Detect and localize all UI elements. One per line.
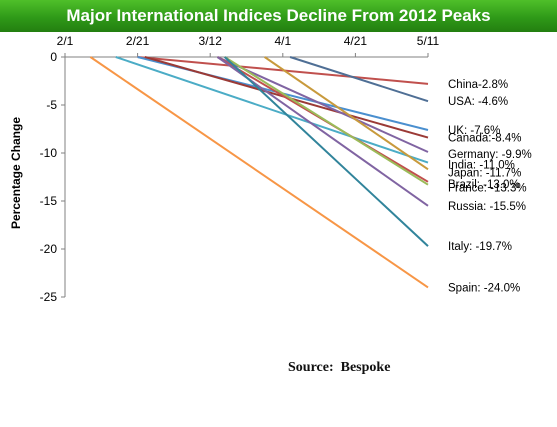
series-label-russia: Russia: -15.5% <box>448 201 526 213</box>
axes: 0 -5 -10 -15 -20 -25 2/1 2/21 3/12 4/1 4/21 5/11 <box>40 34 440 304</box>
series-label-germany: Germany: -9.9% <box>448 149 532 161</box>
series-label-spain: Spain: -24.0% <box>448 282 520 294</box>
x-tick-label: 2/1 <box>57 34 74 48</box>
series-line-germany <box>217 56 429 153</box>
series-label-france: France: -13.3% <box>448 183 527 195</box>
source-note: Source: Bespoke <box>288 360 390 376</box>
series-label-china: China-2.8% <box>448 79 508 91</box>
y-tick-label: 0 <box>50 50 57 64</box>
y-tick-label: -5 <box>46 98 57 112</box>
y-tick-label: -15 <box>40 194 58 208</box>
series-label-uk: UK: -7.6% <box>448 125 500 137</box>
series-label-italy: Italy: -19.7% <box>448 241 512 253</box>
series-label-japan: Japan: -11.7% <box>448 167 521 179</box>
series-line-japan <box>264 56 429 171</box>
series-line-france <box>224 56 429 186</box>
title-banner <box>0 0 557 32</box>
series-line-italy <box>224 56 429 247</box>
series-label-india: India: -11.0% <box>448 160 515 172</box>
y-tick-label: -25 <box>40 290 58 304</box>
series-label-canada: Canada:-8.4% <box>448 133 522 145</box>
y-tick-label: -10 <box>40 146 58 160</box>
x-tick-label: 2/21 <box>126 34 150 48</box>
chart-title: Major International Indices Decline From… <box>66 6 491 25</box>
x-tick-label: 4/1 <box>274 34 291 48</box>
source-prefix: Source: <box>288 360 334 375</box>
series-line-usa <box>289 56 429 103</box>
series-line-india <box>115 56 429 164</box>
series-line-spain <box>89 56 429 289</box>
y-tick-label: -20 <box>40 242 58 256</box>
source-gap <box>334 360 341 375</box>
series-lines <box>89 56 429 289</box>
series-label-usa: USA: -4.6% <box>448 96 508 108</box>
series-labels: China-2.8% USA: -4.6% UK: -7.6%Canada:-8.4… <box>448 79 532 295</box>
y-axis-label: Percentage Change <box>9 117 23 229</box>
x-tick-label: 3/12 <box>199 34 223 48</box>
series-label-brazil: Brazil: -13.0% <box>448 179 520 191</box>
source-name: Bespoke <box>340 360 391 375</box>
x-tick-label: 4/21 <box>344 34 368 48</box>
x-tick-label: 5/11 <box>417 34 440 48</box>
